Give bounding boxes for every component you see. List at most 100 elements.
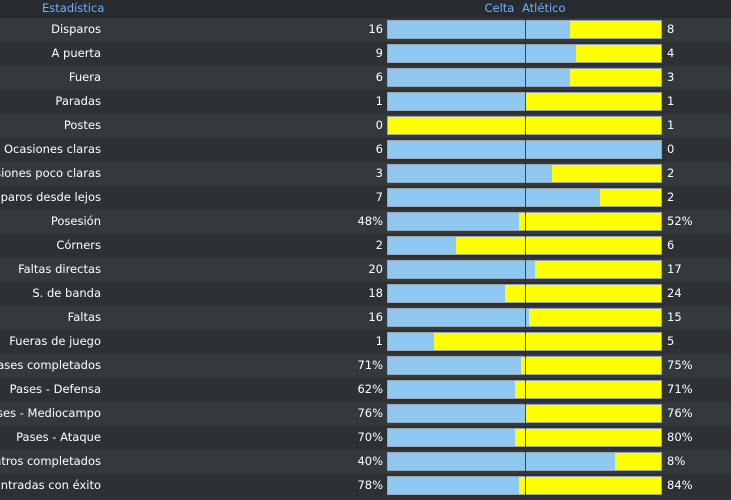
comparison-bar bbox=[387, 452, 662, 471]
stat-label: Posesión bbox=[50, 214, 101, 228]
stat-label: Pases completados bbox=[0, 358, 101, 372]
home-value: 16 bbox=[368, 310, 383, 324]
stat-label: Faltas bbox=[67, 310, 101, 324]
away-value: 0 bbox=[667, 142, 675, 156]
home-share-bar bbox=[388, 357, 521, 374]
home-share-bar bbox=[388, 453, 616, 470]
comparison-bar bbox=[387, 92, 662, 111]
away-value: 3 bbox=[667, 70, 675, 84]
stat-label: Disparos desde lejos bbox=[0, 190, 101, 204]
home-share-bar bbox=[388, 189, 601, 206]
home-share-bar bbox=[388, 477, 520, 494]
home-value: 7 bbox=[375, 190, 383, 204]
stat-row: Paradas 1 1 bbox=[0, 90, 731, 114]
stat-label: Paradas bbox=[55, 94, 101, 108]
comparison-bar bbox=[387, 284, 662, 303]
stat-row: Pases - Mediocampo 76% 76% bbox=[0, 402, 731, 426]
stat-label: Ocasiones claras bbox=[4, 142, 101, 156]
comparison-bar bbox=[387, 428, 662, 447]
stat-label: Fuera bbox=[68, 70, 101, 84]
home-share-bar bbox=[388, 261, 536, 278]
comparison-bar bbox=[387, 236, 662, 255]
stat-row: Córners 2 6 bbox=[0, 234, 731, 258]
home-value: 40% bbox=[357, 454, 383, 468]
column-header-stat[interactable]: Estadística bbox=[42, 1, 105, 15]
home-team-name[interactable]: Celta bbox=[484, 1, 515, 15]
comparison-bar bbox=[387, 116, 662, 135]
comparison-bar bbox=[387, 380, 662, 399]
stat-row: Faltas 16 15 bbox=[0, 306, 731, 330]
home-share-bar bbox=[388, 69, 571, 86]
home-value: 1 bbox=[375, 94, 383, 108]
stat-row: Pases - Defensa 62% 71% bbox=[0, 378, 731, 402]
away-value: 80% bbox=[667, 430, 693, 444]
comparison-bar bbox=[387, 140, 662, 159]
comparison-bar bbox=[387, 212, 662, 231]
home-share-bar bbox=[388, 429, 516, 446]
home-share-bar bbox=[388, 285, 506, 302]
away-value: 1 bbox=[667, 94, 675, 108]
stat-label: Pases - Ataque bbox=[16, 430, 101, 444]
stat-label: A puerta bbox=[51, 46, 101, 60]
home-value: 71% bbox=[357, 358, 383, 372]
comparison-bar bbox=[387, 404, 662, 423]
home-share-bar bbox=[388, 333, 434, 350]
away-value: 17 bbox=[667, 262, 682, 276]
away-team-name[interactable]: Atlético bbox=[522, 1, 566, 15]
stat-row: Faltas directas 20 17 bbox=[0, 258, 731, 282]
stat-label: Postes bbox=[63, 118, 101, 132]
away-value: 52% bbox=[667, 214, 693, 228]
stat-row: Postes 0 1 bbox=[0, 114, 731, 138]
home-share-bar bbox=[388, 381, 516, 398]
home-value: 0 bbox=[375, 118, 383, 132]
stat-label: Ocasiones poco claras bbox=[0, 166, 101, 180]
stat-row: Disparos 16 8 bbox=[0, 18, 731, 42]
home-value: 70% bbox=[357, 430, 383, 444]
comparison-bar bbox=[387, 308, 662, 327]
home-share-bar bbox=[388, 45, 577, 62]
home-value: 1 bbox=[375, 334, 383, 348]
home-value: 2 bbox=[375, 238, 383, 252]
stat-row: Fuera 6 3 bbox=[0, 66, 731, 90]
home-value: 76% bbox=[357, 406, 383, 420]
comparison-bar bbox=[387, 68, 662, 87]
stats-header: Estadística Celta Atlético bbox=[0, 0, 731, 18]
away-value: 4 bbox=[667, 46, 675, 60]
comparison-bar bbox=[387, 44, 662, 63]
comparison-bar bbox=[387, 356, 662, 375]
away-value: 1 bbox=[667, 118, 675, 132]
home-share-bar bbox=[388, 213, 520, 230]
away-value: 76% bbox=[667, 406, 693, 420]
away-value: 8% bbox=[667, 454, 686, 468]
stat-row: Ocasiones poco claras 3 2 bbox=[0, 162, 731, 186]
home-value: 9 bbox=[375, 46, 383, 60]
home-share-bar bbox=[388, 237, 457, 254]
stat-row: Centros completados 40% 8% bbox=[0, 450, 731, 474]
stat-row: Entradas con éxito 78% 84% bbox=[0, 474, 731, 498]
bar-center-line bbox=[525, 18, 526, 500]
away-value: 2 bbox=[667, 166, 675, 180]
home-value: 48% bbox=[357, 214, 383, 228]
comparison-bar bbox=[387, 20, 662, 39]
home-value: 16 bbox=[368, 22, 383, 36]
away-value: 24 bbox=[667, 286, 682, 300]
stat-row: Pases completados 71% 75% bbox=[0, 354, 731, 378]
home-share-bar bbox=[388, 21, 571, 38]
stat-row: Disparos desde lejos 7 2 bbox=[0, 186, 731, 210]
stat-label: Fueras de juego bbox=[9, 334, 101, 348]
stat-row: Posesión 48% 52% bbox=[0, 210, 731, 234]
home-value: 18 bbox=[368, 286, 383, 300]
away-value: 8 bbox=[667, 22, 675, 36]
home-value: 20 bbox=[368, 262, 383, 276]
comparison-bar bbox=[387, 332, 662, 351]
comparison-bar bbox=[387, 188, 662, 207]
comparison-bar bbox=[387, 260, 662, 279]
home-share-bar bbox=[388, 165, 552, 182]
away-value: 75% bbox=[667, 358, 693, 372]
stat-row: S. de banda 18 24 bbox=[0, 282, 731, 306]
away-value: 84% bbox=[667, 478, 693, 492]
home-share-bar bbox=[388, 405, 525, 422]
away-value: 15 bbox=[667, 310, 682, 324]
away-value: 71% bbox=[667, 382, 693, 396]
home-share-bar bbox=[388, 141, 661, 158]
